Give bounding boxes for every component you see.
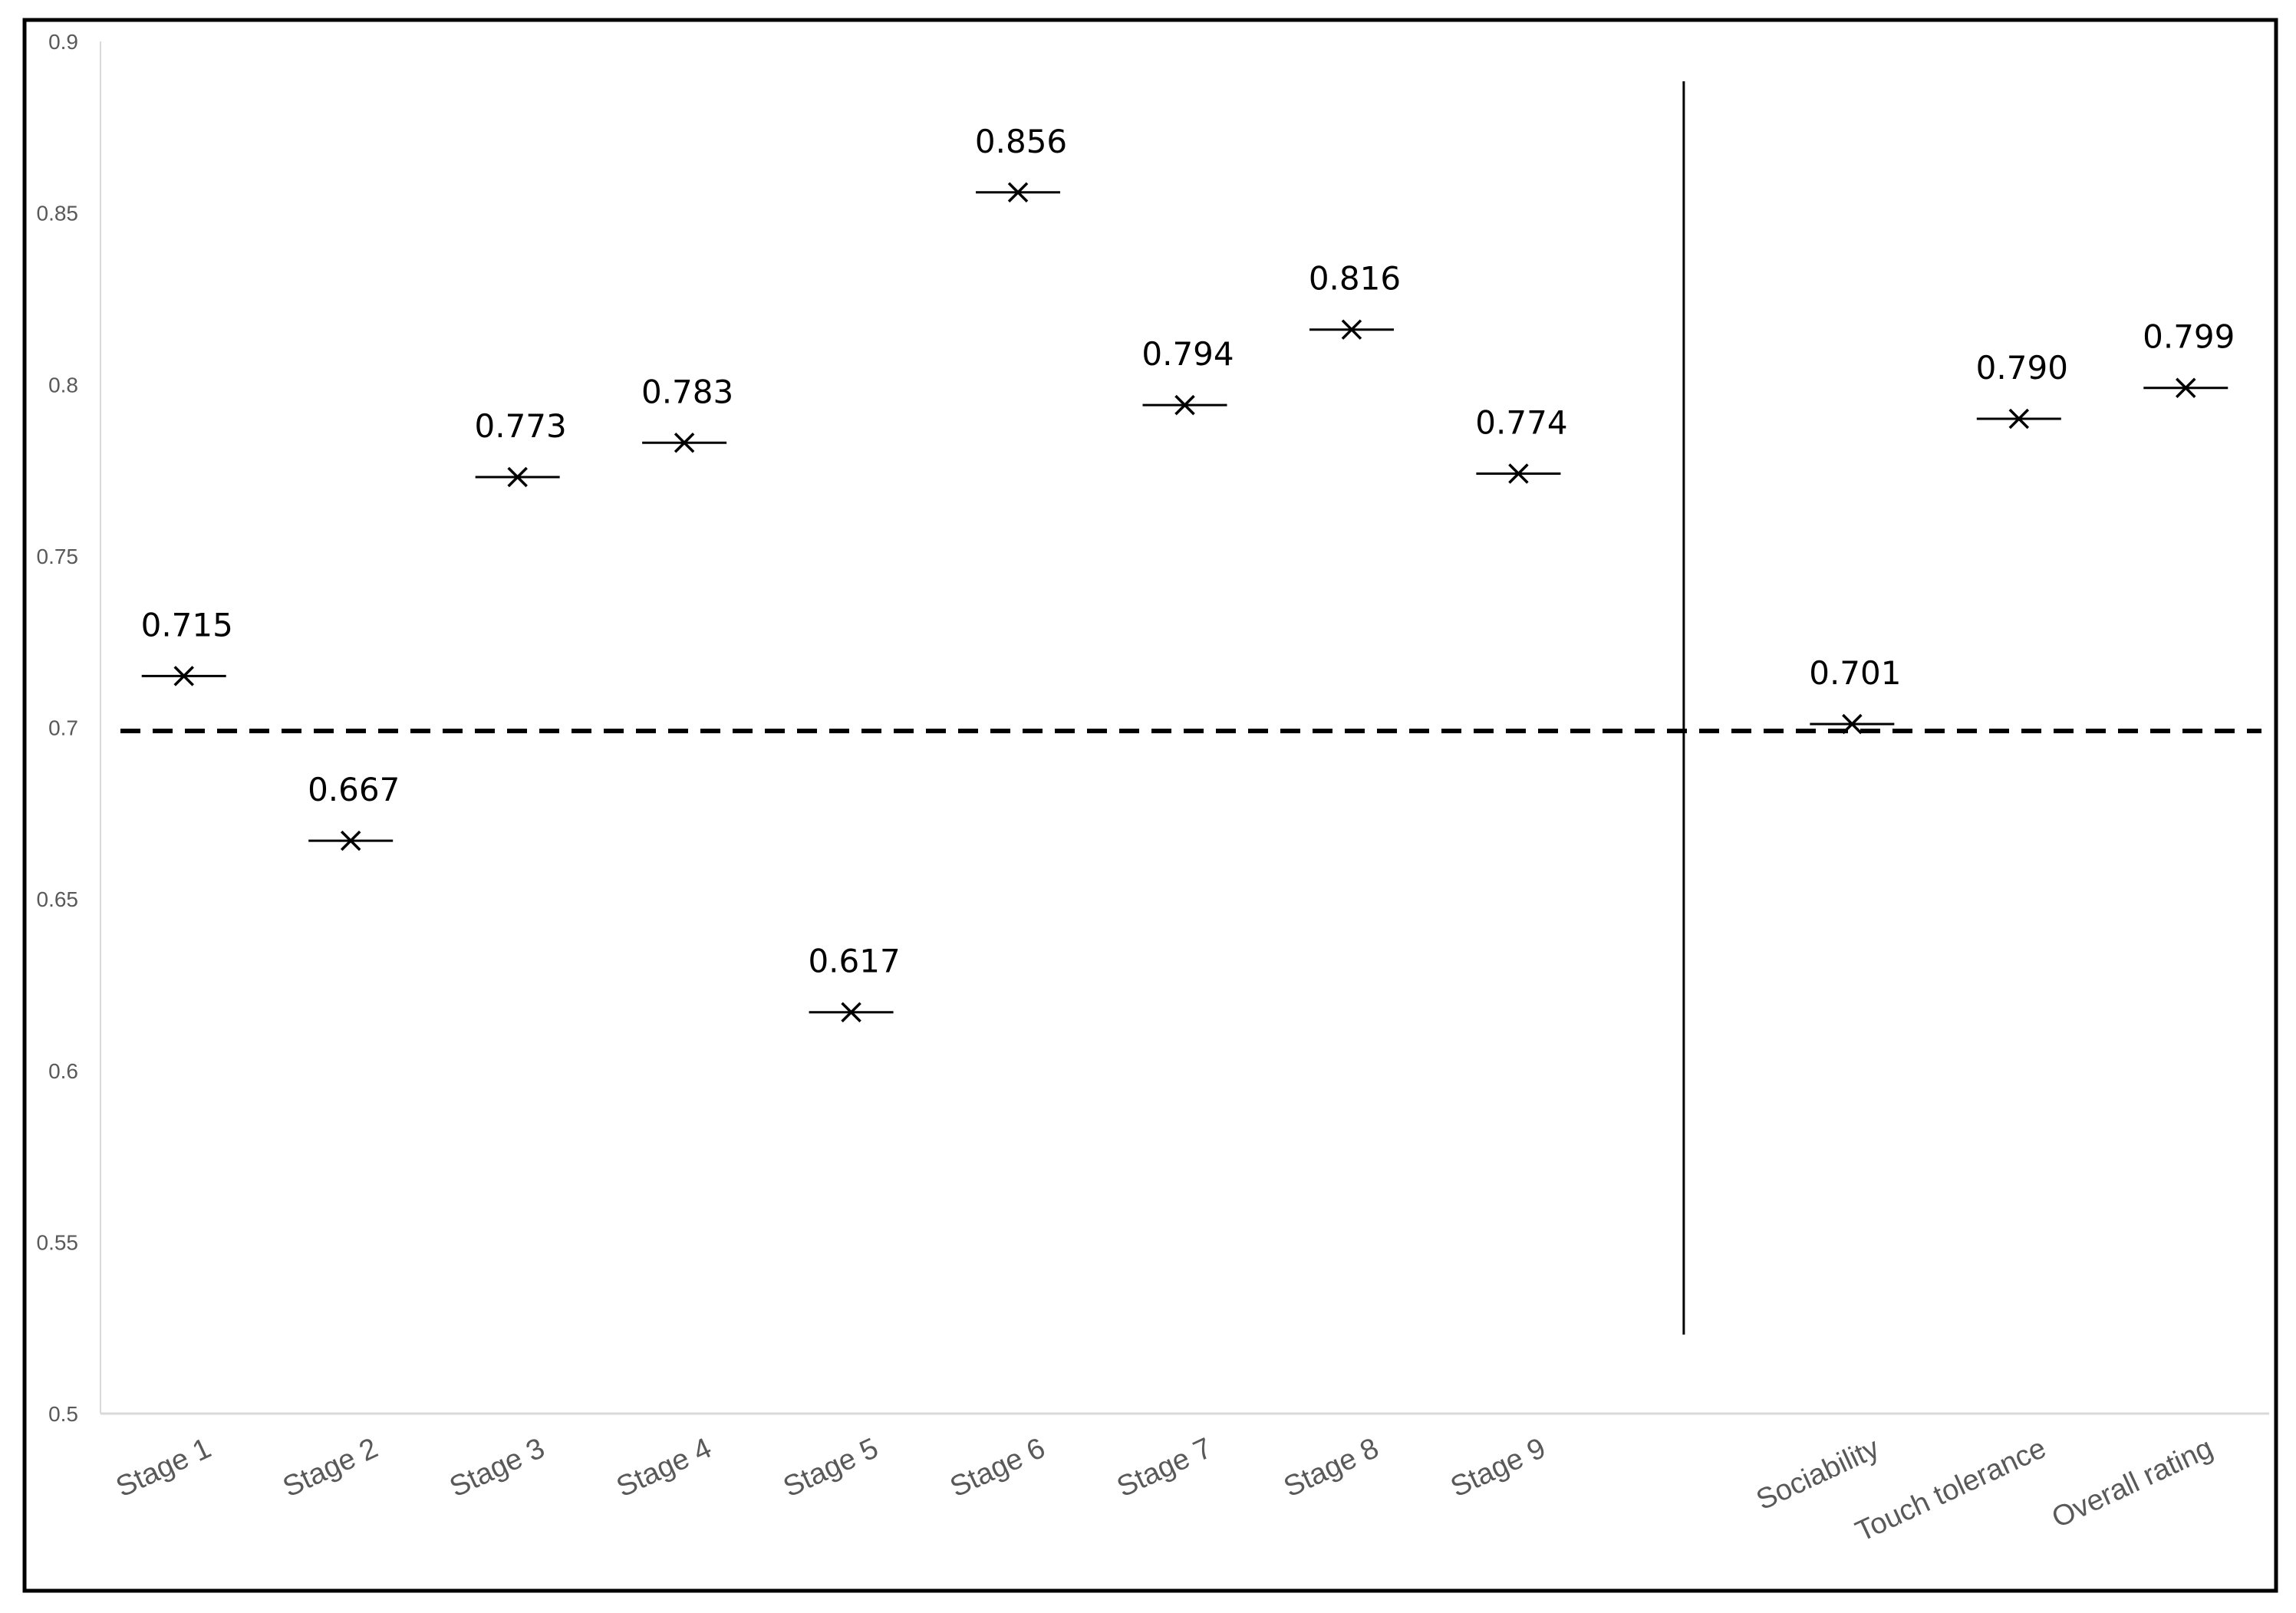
data-label: 0.816	[1309, 260, 1401, 298]
data-point: 0.816	[1309, 260, 1401, 340]
data-point: 0.774	[1475, 404, 1568, 484]
y-tick-label: 0.9	[48, 30, 78, 54]
chart-frame	[22, 18, 2278, 1593]
data-point: 0.715	[141, 606, 233, 686]
y-tick-label: 0.6	[48, 1059, 78, 1083]
data-label: 0.701	[1809, 654, 1901, 692]
point-marker	[1508, 463, 1529, 484]
point-marker	[1174, 394, 1195, 416]
y-tick-label: 0.5	[48, 1402, 78, 1426]
y-tick-label: 0.75	[37, 545, 79, 568]
data-point: 0.856	[975, 123, 1067, 203]
data-point: 0.799	[2143, 318, 2235, 398]
data-label: 0.715	[141, 606, 233, 644]
data-point: 0.701	[1809, 654, 1901, 735]
point-marker	[1842, 713, 1863, 735]
point-marker	[841, 1002, 861, 1022]
point-marker	[340, 830, 361, 851]
data-point: 0.617	[808, 943, 901, 1022]
data-label: 0.790	[1976, 349, 2068, 387]
y-axis: 0.5 0.55 0.6 0.65 0.7 0.75 0.8 0.85 0.9	[37, 30, 101, 1426]
y-tick-label: 0.65	[37, 887, 79, 911]
overlay	[120, 81, 2261, 1335]
data-label: 0.774	[1475, 404, 1567, 442]
point-marker	[2008, 408, 2030, 430]
data-point: 0.783	[641, 373, 733, 453]
data-point: 0.667	[308, 771, 400, 851]
point-marker	[173, 666, 194, 686]
point-marker	[1007, 182, 1029, 203]
y-tick-label: 0.55	[37, 1230, 79, 1254]
data-label: 0.794	[1141, 335, 1234, 373]
data-label: 0.799	[2143, 318, 2235, 356]
y-tick-label: 0.85	[37, 202, 79, 225]
data-label: 0.856	[975, 123, 1067, 160]
point-marker	[507, 466, 528, 488]
data-label: 0.773	[475, 407, 567, 445]
y-tick-label: 0.8	[48, 373, 78, 397]
y-tick-label: 0.7	[48, 716, 78, 740]
data-label: 0.617	[808, 943, 900, 980]
data-label: 0.667	[308, 771, 400, 808]
data-point: 0.773	[475, 407, 567, 488]
point-marker	[2176, 377, 2196, 398]
data-point: 0.794	[1141, 335, 1234, 416]
data-label: 0.783	[641, 373, 733, 410]
data-point: 0.790	[1976, 349, 2068, 430]
point-marker	[1341, 319, 1362, 340]
point-marker	[674, 433, 695, 453]
data-points: 0.715 0.667 0.773 0.783 0.617 0.856 0.794 0.816…	[141, 123, 2235, 1022]
